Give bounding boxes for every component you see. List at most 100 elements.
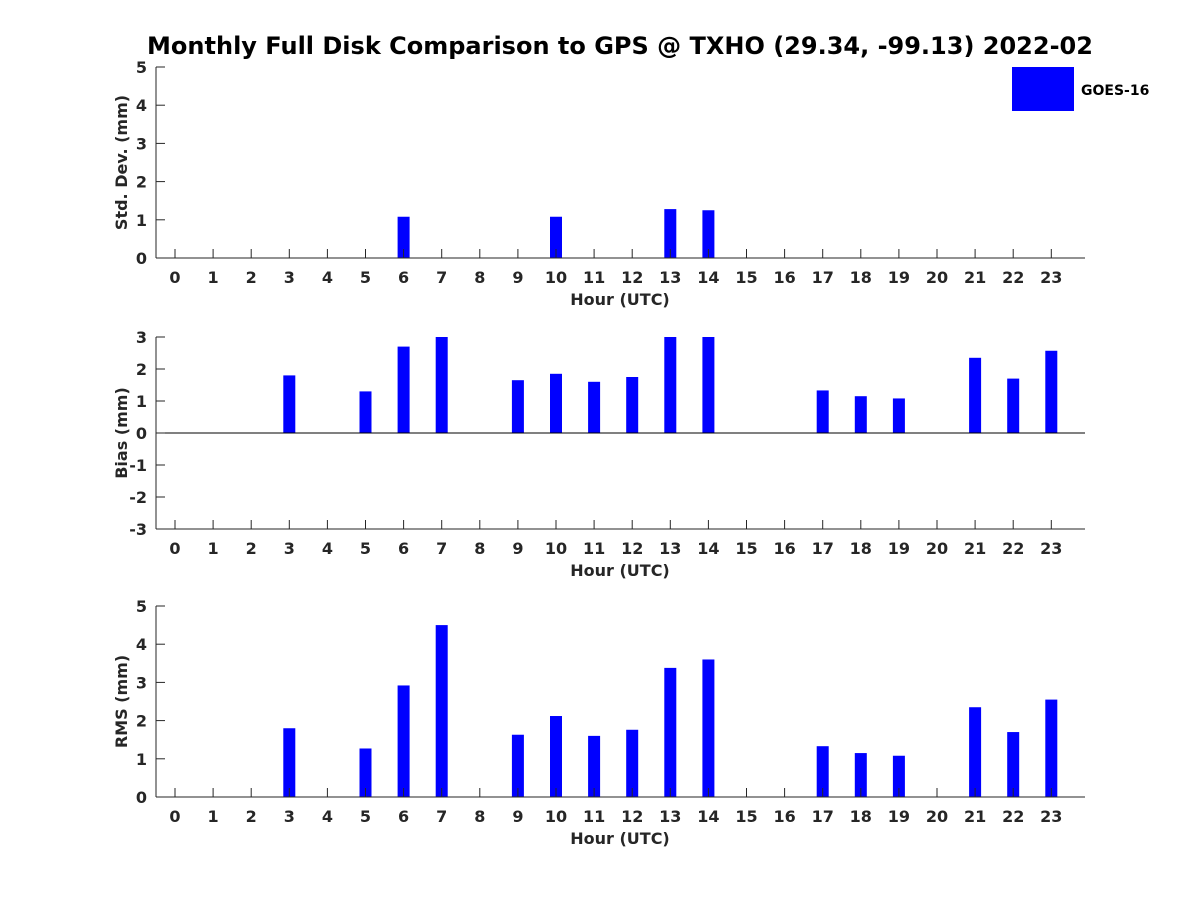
x-tick-label: 8 [474, 807, 485, 826]
bar-hour-3 [283, 375, 296, 433]
chart-title: Monthly Full Disk Comparison to GPS @ TX… [147, 32, 1093, 60]
y-tick-label: 3 [136, 328, 147, 347]
x-tick-label: 7 [436, 268, 447, 287]
bar-hour-22 [1007, 732, 1020, 797]
bar-hour-6 [397, 685, 410, 797]
x-tick-label: 20 [926, 539, 948, 558]
bar-hour-3 [283, 728, 296, 797]
bar-hour-21 [969, 357, 982, 433]
x-tick-label: 11 [583, 807, 605, 826]
x-tick-label: 14 [697, 268, 719, 287]
y-axis-label: Std. Dev. (mm) [112, 95, 131, 230]
bar-hour-14 [702, 337, 715, 433]
x-tick-label: 15 [735, 268, 757, 287]
x-tick-label: 16 [773, 268, 795, 287]
x-tick-label: 0 [169, 807, 180, 826]
bar-hour-6 [397, 346, 410, 433]
x-tick-label: 13 [659, 268, 681, 287]
x-tick-label: 19 [888, 807, 910, 826]
bar-hour-5 [359, 748, 372, 797]
x-tick-label: 13 [659, 539, 681, 558]
bar-hour-10 [550, 716, 562, 797]
x-tick-label: 7 [436, 807, 447, 826]
x-tick-label: 3 [284, 539, 295, 558]
x-tick-label: 5 [360, 807, 371, 826]
y-tick-label: 2 [136, 360, 147, 379]
bar-hour-21 [969, 707, 982, 797]
x-tick-label: 2 [246, 268, 257, 287]
x-tick-label: 18 [850, 807, 872, 826]
x-tick-label: 0 [169, 539, 180, 558]
x-axis-label: Hour (UTC) [570, 561, 670, 580]
x-tick-label: 23 [1040, 539, 1062, 558]
y-tick-label: 1 [136, 211, 147, 230]
bar-hour-14 [702, 210, 715, 258]
x-tick-label: 15 [735, 539, 757, 558]
x-tick-label: 1 [208, 807, 219, 826]
x-tick-label: 11 [583, 539, 605, 558]
bar-hour-22 [1007, 378, 1020, 433]
y-tick-label: 2 [136, 712, 147, 731]
x-tick-label: 18 [850, 268, 872, 287]
x-tick-label: 20 [926, 268, 948, 287]
x-tick-label: 22 [1002, 268, 1024, 287]
x-tick-label: 1 [208, 539, 219, 558]
y-tick-label: 5 [136, 597, 147, 616]
y-tick-label: 3 [136, 673, 147, 692]
bar-hour-12 [626, 729, 639, 797]
bar-hour-9 [511, 380, 524, 433]
x-tick-label: 0 [169, 268, 180, 287]
x-tick-label: 19 [888, 268, 910, 287]
x-tick-label: 10 [545, 268, 567, 287]
x-tick-label: 4 [322, 807, 333, 826]
x-tick-label: 2 [246, 807, 257, 826]
x-tick-label: 19 [888, 539, 910, 558]
x-tick-label: 16 [773, 539, 795, 558]
bar-hour-17 [816, 390, 829, 433]
x-tick-label: 21 [964, 807, 986, 826]
x-tick-label: 4 [322, 268, 333, 287]
legend-swatch [1012, 67, 1074, 111]
bar-hour-12 [626, 377, 639, 433]
x-axis-label: Hour (UTC) [570, 290, 670, 309]
y-tick-label: -2 [129, 488, 147, 507]
y-tick-label: -3 [129, 520, 147, 539]
bar-hour-17 [816, 746, 829, 797]
x-tick-label: 17 [812, 539, 834, 558]
x-tick-label: 6 [398, 268, 409, 287]
x-tick-label: 12 [621, 807, 643, 826]
bar-hour-14 [702, 659, 715, 797]
x-axis-label: Hour (UTC) [570, 829, 670, 848]
bar-hour-23 [1045, 350, 1058, 433]
bar-hour-23 [1045, 699, 1058, 797]
y-tick-label: -1 [129, 456, 147, 475]
x-tick-label: 23 [1040, 807, 1062, 826]
bar-hour-7 [435, 625, 448, 797]
y-axis-label: RMS (mm) [112, 655, 131, 748]
bar-hour-10 [550, 216, 562, 258]
x-tick-label: 9 [512, 807, 523, 826]
y-axis-label: Bias (mm) [112, 387, 131, 479]
bar-hour-18 [854, 753, 867, 797]
bar-hour-19 [892, 755, 905, 797]
bar-hour-9 [511, 734, 524, 797]
x-tick-label: 5 [360, 268, 371, 287]
y-tick-label: 4 [136, 96, 147, 115]
bar-hour-5 [359, 391, 372, 433]
y-tick-label: 0 [136, 249, 147, 268]
x-tick-label: 23 [1040, 268, 1062, 287]
x-tick-label: 20 [926, 807, 948, 826]
x-tick-label: 3 [284, 268, 295, 287]
bar-hour-6 [397, 216, 410, 258]
x-tick-label: 21 [964, 539, 986, 558]
x-tick-label: 8 [474, 268, 485, 287]
x-tick-label: 10 [545, 539, 567, 558]
bar-hour-13 [664, 667, 677, 797]
y-tick-label: 0 [136, 424, 147, 443]
bar-hour-11 [588, 381, 601, 433]
x-tick-label: 6 [398, 539, 409, 558]
x-tick-label: 18 [850, 539, 872, 558]
x-tick-label: 17 [812, 268, 834, 287]
